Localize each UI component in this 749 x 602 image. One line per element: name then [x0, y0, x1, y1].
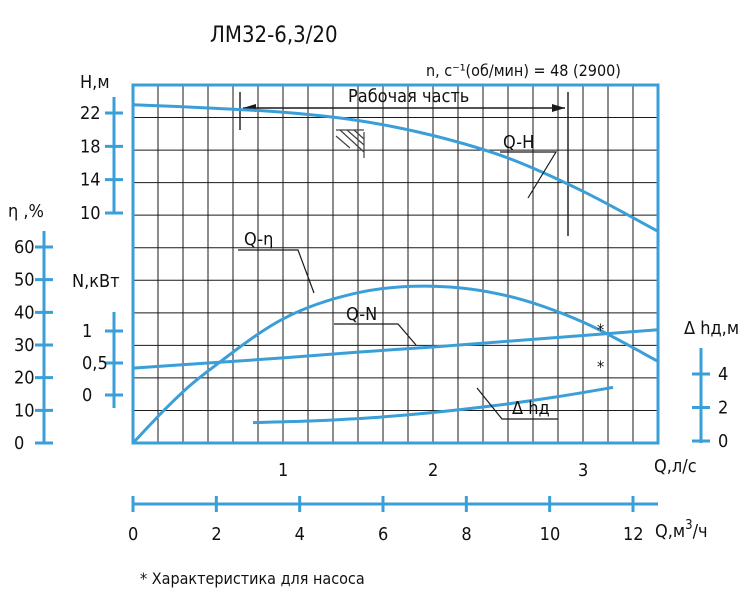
axisEta-tick-label: 50 — [14, 270, 35, 291]
leader-delta-h — [476, 387, 558, 420]
leader-q-h — [500, 151, 558, 199]
axis-x-label: Q,л/с — [654, 456, 697, 477]
label-delta-h: Δ hд — [512, 398, 550, 419]
axis-x-tick-label: 1 — [278, 460, 288, 481]
curve-q-eta — [131, 284, 659, 445]
axisH-tick-label: 10 — [80, 203, 101, 224]
axisDh-tick-label: 4 — [718, 364, 728, 385]
axis-x2-tick-label: 0 — [128, 524, 138, 545]
axis-x-tick-label: 3 — [578, 460, 588, 481]
star-marker-n: * — [597, 320, 604, 339]
axis-x2-tick-label: 6 — [378, 524, 388, 545]
label-q-n: Q-N — [346, 304, 377, 325]
axis-delta-h: 4 2 0 — [692, 348, 728, 452]
footnote: * Характеристика для насоса — [140, 569, 365, 588]
axis-x-m3h: 0 2 4 6 8 10 12 — [128, 496, 658, 545]
axisN-tick-label: 1 — [82, 321, 92, 342]
axis-delta-h-label: Δ hд,м — [684, 318, 739, 339]
axisEta-tick-label: 30 — [14, 335, 35, 356]
axisN-tick-label: 0,5 — [82, 353, 108, 374]
curve-q-h — [132, 103, 659, 233]
chart-title: ЛМ32-6,3/20 — [210, 23, 338, 48]
axisH-tick-label: 22 — [80, 103, 101, 124]
axisDh-tick-label: 0 — [718, 431, 728, 452]
axis-eta-label: η ,% — [8, 201, 44, 222]
star-marker-eta: * — [597, 357, 604, 376]
axis-x2-tick-label: 12 — [623, 524, 644, 545]
axis-x2-tick-label: 10 — [540, 524, 561, 545]
label-q-eta: Q-η — [244, 229, 273, 250]
axis-n: 10,50 — [82, 312, 123, 408]
working-range-arrow-right — [552, 104, 565, 112]
axis-x2-label: Q,м3/ч — [655, 518, 708, 542]
chart-grid — [133, 85, 658, 443]
axisEta-tick-label: 20 — [14, 368, 35, 389]
axisN-tick-label: 0 — [82, 385, 92, 406]
curve-delta-h — [252, 385, 614, 425]
hatch-mark — [335, 129, 365, 158]
curve-q-n — [132, 328, 659, 370]
axisH-tick-label: 14 — [80, 170, 101, 191]
curve-leaders — [238, 151, 558, 420]
label-q-h: Q-H — [503, 132, 534, 153]
axis-x2-tick-label: 4 — [295, 524, 305, 545]
axisEta-tick-label: 10 — [14, 400, 35, 421]
axis-h: 22 18 14 10 — [80, 97, 123, 224]
axisEta-tick-label: 60 — [14, 237, 35, 258]
axis-eta: 60 50 40 30 20 10 0 — [14, 231, 53, 454]
leader-q-eta — [238, 249, 315, 294]
axis-x-ls: 1 2 3 — [278, 460, 588, 481]
chart-subtitle: n, c⁻¹(об/мин) = 48 (2900) — [426, 61, 621, 80]
axis-n-label: N,кВт — [72, 271, 120, 292]
axis-x-tick-label: 2 — [428, 460, 438, 481]
plot-frame — [131, 83, 660, 445]
working-range-label: Рабочая часть — [348, 86, 469, 107]
axisEta-tick-label: 0 — [14, 433, 24, 454]
axis-h-label: H,м — [80, 72, 110, 93]
axisEta-tick-label: 40 — [14, 302, 35, 323]
axis-x2-tick-label: 2 — [211, 524, 221, 545]
axisDh-tick-label: 2 — [718, 398, 728, 419]
leader-q-n — [334, 323, 417, 346]
axis-x2-tick-label: 8 — [461, 524, 471, 545]
axisH-tick-label: 18 — [80, 136, 101, 157]
